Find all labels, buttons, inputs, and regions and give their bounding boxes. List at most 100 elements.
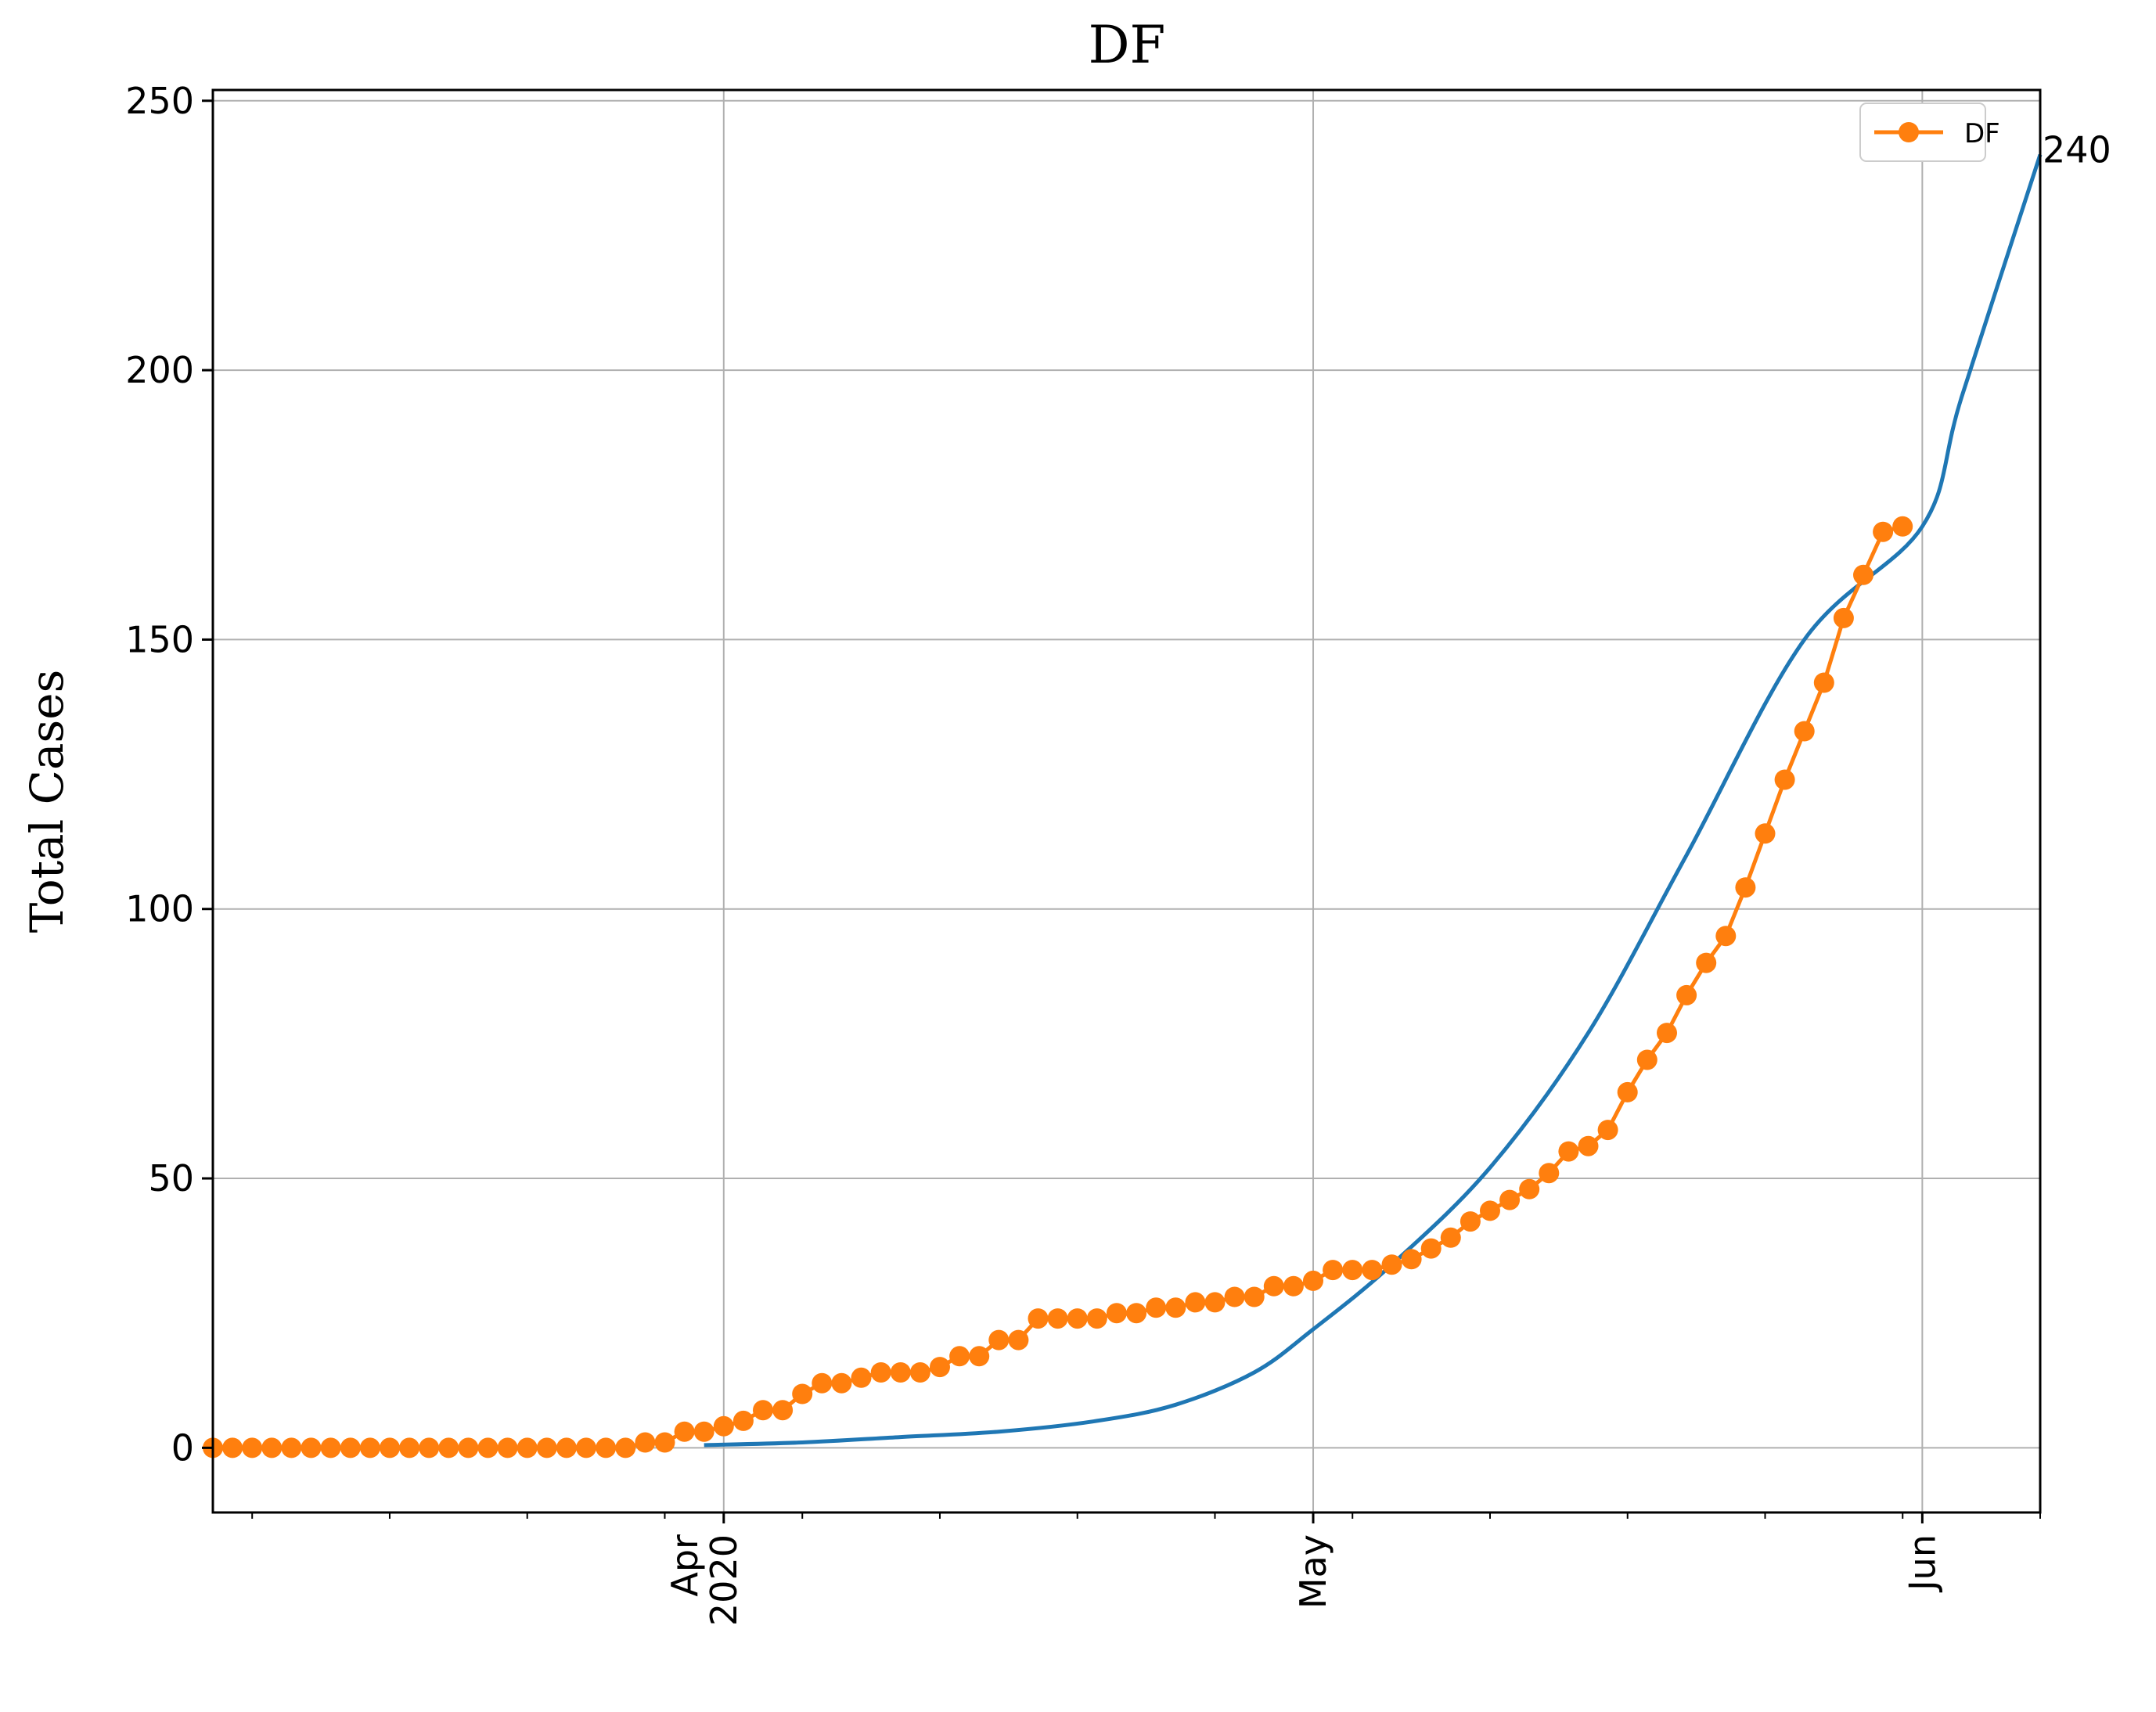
series-df-point (1086, 1308, 1107, 1329)
series-df-point (380, 1437, 400, 1458)
series-df-point (1696, 952, 1717, 973)
series-df-point (1401, 1249, 1422, 1270)
series-df-point (1794, 721, 1815, 742)
series-df-point (261, 1437, 283, 1458)
series-df-point (812, 1372, 833, 1394)
chart-title: DF (1089, 15, 1166, 75)
series-df-point (1735, 877, 1756, 898)
series-layer (203, 153, 2043, 1458)
series-df-point (1204, 1292, 1226, 1313)
series-df-point (1636, 1049, 1657, 1070)
grid-lines (213, 90, 2040, 1512)
series-df-point (635, 1432, 656, 1453)
y-axis-label: Total Cases (20, 670, 74, 933)
x-tick-label: Jun (1901, 1534, 1943, 1593)
series-fit-curve (704, 153, 2043, 1448)
series-df-point (909, 1362, 930, 1383)
series-df-point (1892, 516, 1913, 537)
series-df-point (477, 1437, 499, 1458)
series-df-point (1224, 1286, 1245, 1307)
series-df-point (1480, 1200, 1500, 1221)
series-df-point (596, 1437, 617, 1458)
series-df-point (1323, 1260, 1344, 1281)
plot-frame (211, 88, 2042, 1514)
series-df-point (1853, 564, 1873, 585)
series-df-point (674, 1421, 695, 1442)
series-df-point (399, 1437, 420, 1458)
y-tick-label: 50 (148, 1157, 194, 1199)
series-df-point (1617, 1081, 1638, 1102)
series-df-point (1755, 823, 1776, 844)
series-df-point (320, 1437, 341, 1458)
series-df-point (556, 1437, 577, 1458)
series-df-point (988, 1329, 1010, 1351)
series-df-point (1813, 672, 1834, 693)
series-df-point (1185, 1292, 1206, 1313)
y-tick-label: 250 (125, 80, 194, 122)
series-df-point (1873, 521, 1894, 542)
y-axis: 0 50 100 150 200 250 (125, 80, 213, 1469)
y-tick-label: 0 (171, 1426, 194, 1469)
series-df-point (1676, 984, 1697, 1005)
series-df-point (419, 1437, 440, 1458)
series-df-point (1028, 1308, 1049, 1329)
series-df-point (1263, 1275, 1284, 1297)
series-df-point (1499, 1189, 1521, 1210)
series-df-point (359, 1437, 380, 1458)
series-df-point (1420, 1238, 1442, 1259)
series-df-point (1519, 1178, 1540, 1199)
series-df-point (458, 1437, 479, 1458)
series-df-point (242, 1437, 263, 1458)
series-df-point (1303, 1270, 1323, 1291)
series-df-point (949, 1346, 970, 1367)
series-df-point (536, 1437, 557, 1458)
y-tick-label: 200 (125, 349, 194, 391)
series-df-point (301, 1437, 322, 1458)
x-tick-label: 2020 (703, 1534, 745, 1626)
legend-swatch-marker (1899, 122, 1919, 142)
series-df-point (1440, 1227, 1461, 1248)
series-df-point (792, 1383, 813, 1404)
series-df-point (1657, 1023, 1677, 1044)
x-tick-label: May (1292, 1534, 1334, 1609)
series-df-point (890, 1362, 911, 1383)
series-df-point (1106, 1303, 1127, 1324)
series-df-point (1774, 769, 1795, 790)
series-df-point (870, 1362, 891, 1383)
series-df-point (1342, 1260, 1363, 1281)
series-df-point (969, 1346, 990, 1367)
series-df-point (732, 1410, 754, 1431)
series-df-point (930, 1357, 950, 1378)
series-df-point (340, 1437, 361, 1458)
series-df-point (438, 1437, 459, 1458)
series-df-point (1146, 1297, 1167, 1318)
series-df-point (1715, 926, 1737, 947)
y-tick-label: 150 (125, 618, 194, 660)
end-value-annotation: 240 (2043, 129, 2111, 171)
legend: DF (1859, 103, 2000, 162)
series-df-point (1008, 1329, 1029, 1351)
y-tick-label: 100 (125, 888, 194, 930)
series-df-point (1126, 1303, 1147, 1324)
series-df-point (1244, 1286, 1265, 1307)
series-df-point (1283, 1275, 1304, 1297)
series-df-point (576, 1437, 596, 1458)
series-df-point (1833, 607, 1854, 628)
series-df-point (693, 1421, 714, 1442)
series-df-point (1362, 1260, 1383, 1281)
series-df-point (772, 1400, 794, 1421)
series-df-point (1597, 1120, 1618, 1141)
series-df-point (517, 1437, 538, 1458)
series-df-point (497, 1437, 518, 1458)
series-df-point (1047, 1308, 1068, 1329)
series-df-point (1381, 1254, 1402, 1275)
series-df-point (831, 1372, 852, 1394)
series-df-point (654, 1432, 675, 1453)
series-df-point (1558, 1141, 1579, 1162)
series-df-point (1165, 1297, 1186, 1318)
series-df-point (851, 1367, 872, 1388)
series-df-point (1067, 1308, 1088, 1329)
series-df-point (1539, 1163, 1560, 1184)
